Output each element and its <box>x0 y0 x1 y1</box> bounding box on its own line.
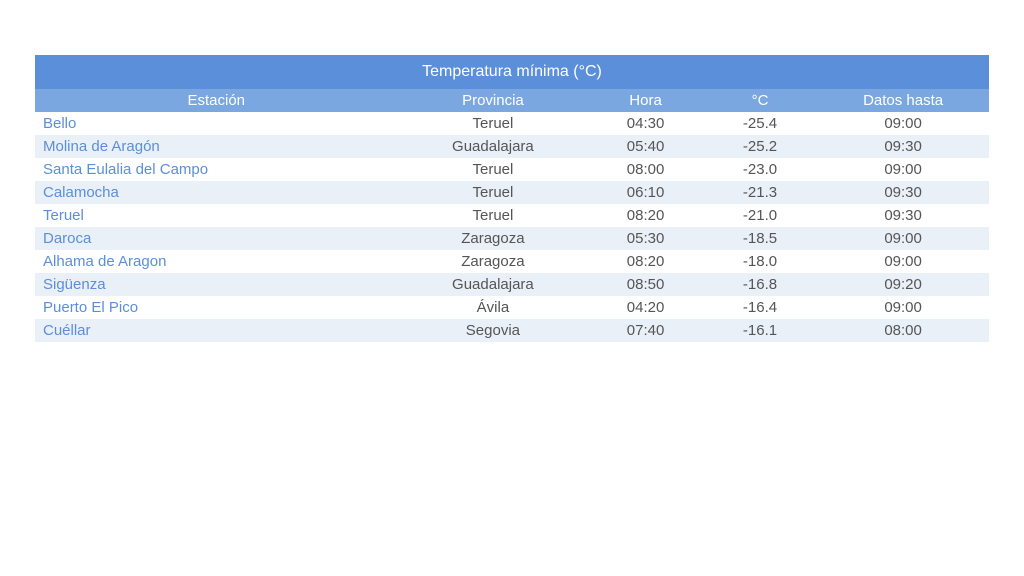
cell-provincia: Guadalajara <box>398 135 589 158</box>
cell-temp: -21.0 <box>703 204 817 227</box>
station-link[interactable]: Sigüenza <box>43 276 106 293</box>
cell-estacion: Bello <box>35 112 398 135</box>
cell-hora: 06:10 <box>588 181 702 204</box>
cell-estacion: Santa Eulalia del Campo <box>35 158 398 181</box>
table-row: Santa Eulalia del Campo Teruel08:00-23.00… <box>35 158 989 181</box>
cell-hora: 08:20 <box>588 250 702 273</box>
cell-temp: -18.0 <box>703 250 817 273</box>
cell-provincia: Zaragoza <box>398 227 589 250</box>
cell-estacion: Cuéllar <box>35 319 398 342</box>
cell-hora: 08:00 <box>588 158 702 181</box>
col-header-temp: °C <box>703 89 817 112</box>
table-row: Calamocha Teruel06:10-21.309:30 <box>35 181 989 204</box>
cell-datos: 09:30 <box>817 204 989 227</box>
table-row: Bello Teruel04:30-25.409:00 <box>35 112 989 135</box>
cell-datos: 08:00 <box>817 319 989 342</box>
cell-datos: 09:00 <box>817 296 989 319</box>
temperature-table: Temperatura mínima (°C) Estación Provinc… <box>35 55 989 342</box>
cell-temp: -16.1 <box>703 319 817 342</box>
cell-provincia: Ávila <box>398 296 589 319</box>
station-link[interactable]: Daroca <box>43 230 91 247</box>
cell-temp: -18.5 <box>703 227 817 250</box>
cell-datos: 09:00 <box>817 112 989 135</box>
station-link[interactable]: Bello <box>43 115 76 132</box>
col-header-provincia: Provincia <box>398 89 589 112</box>
col-header-datos: Datos hasta <box>817 89 989 112</box>
cell-hora: 04:20 <box>588 296 702 319</box>
cell-provincia: Teruel <box>398 181 589 204</box>
cell-temp: -21.3 <box>703 181 817 204</box>
cell-provincia: Zaragoza <box>398 250 589 273</box>
cell-provincia: Teruel <box>398 204 589 227</box>
station-link[interactable]: Teruel <box>43 207 84 224</box>
cell-temp: -25.2 <box>703 135 817 158</box>
cell-provincia: Teruel <box>398 158 589 181</box>
cell-hora: 04:30 <box>588 112 702 135</box>
table-body: BelloTeruel04:30-25.409:00Molina de Arag… <box>35 112 989 342</box>
cell-hora: 08:20 <box>588 204 702 227</box>
table-row: TeruelTeruel08:20-21.009:30 <box>35 204 989 227</box>
cell-datos: 09:00 <box>817 158 989 181</box>
cell-datos: 09:20 <box>817 273 989 296</box>
station-link[interactable]: Calamocha <box>43 184 119 201</box>
cell-estacion: Sigüenza <box>35 273 398 296</box>
cell-datos: 09:30 <box>817 135 989 158</box>
station-link[interactable]: Cuéllar <box>43 322 91 339</box>
table-row: Cuéllar Segovia07:40-16.108:00 <box>35 319 989 342</box>
cell-provincia: Teruel <box>398 112 589 135</box>
cell-datos: 09:30 <box>817 181 989 204</box>
cell-datos: 09:00 <box>817 250 989 273</box>
table-row: Alhama de Aragon Zaragoza08:20-18.009:00 <box>35 250 989 273</box>
col-header-hora: Hora <box>588 89 702 112</box>
table-row: Molina de Aragón Guadalajara05:40-25.209:… <box>35 135 989 158</box>
cell-hora: 08:50 <box>588 273 702 296</box>
cell-temp: -23.0 <box>703 158 817 181</box>
cell-temp: -16.4 <box>703 296 817 319</box>
cell-estacion: Daroca <box>35 227 398 250</box>
table-row: Puerto El Pico Ávila04:20-16.409:00 <box>35 296 989 319</box>
station-link[interactable]: Santa Eulalia del Campo <box>43 161 208 178</box>
cell-datos: 09:00 <box>817 227 989 250</box>
cell-provincia: Segovia <box>398 319 589 342</box>
cell-estacion: Calamocha <box>35 181 398 204</box>
cell-provincia: Guadalajara <box>398 273 589 296</box>
cell-estacion: Molina de Aragón <box>35 135 398 158</box>
cell-estacion: Alhama de Aragon <box>35 250 398 273</box>
cell-hora: 05:40 <box>588 135 702 158</box>
table-header-row: Estación Provincia Hora °C Datos hasta <box>35 89 989 112</box>
station-link[interactable]: Molina de Aragón <box>43 138 160 155</box>
station-link[interactable]: Puerto El Pico <box>43 299 138 316</box>
col-header-estacion: Estación <box>35 89 398 112</box>
table-title: Temperatura mínima (°C) <box>35 55 989 89</box>
cell-hora: 05:30 <box>588 227 702 250</box>
table-row: Sigüenza Guadalajara08:50-16.809:20 <box>35 273 989 296</box>
station-link[interactable]: Alhama de Aragon <box>43 253 166 270</box>
table-row: Daroca Zaragoza05:30-18.509:00 <box>35 227 989 250</box>
cell-estacion: Teruel <box>35 204 398 227</box>
cell-estacion: Puerto El Pico <box>35 296 398 319</box>
cell-temp: -25.4 <box>703 112 817 135</box>
cell-temp: -16.8 <box>703 273 817 296</box>
cell-hora: 07:40 <box>588 319 702 342</box>
